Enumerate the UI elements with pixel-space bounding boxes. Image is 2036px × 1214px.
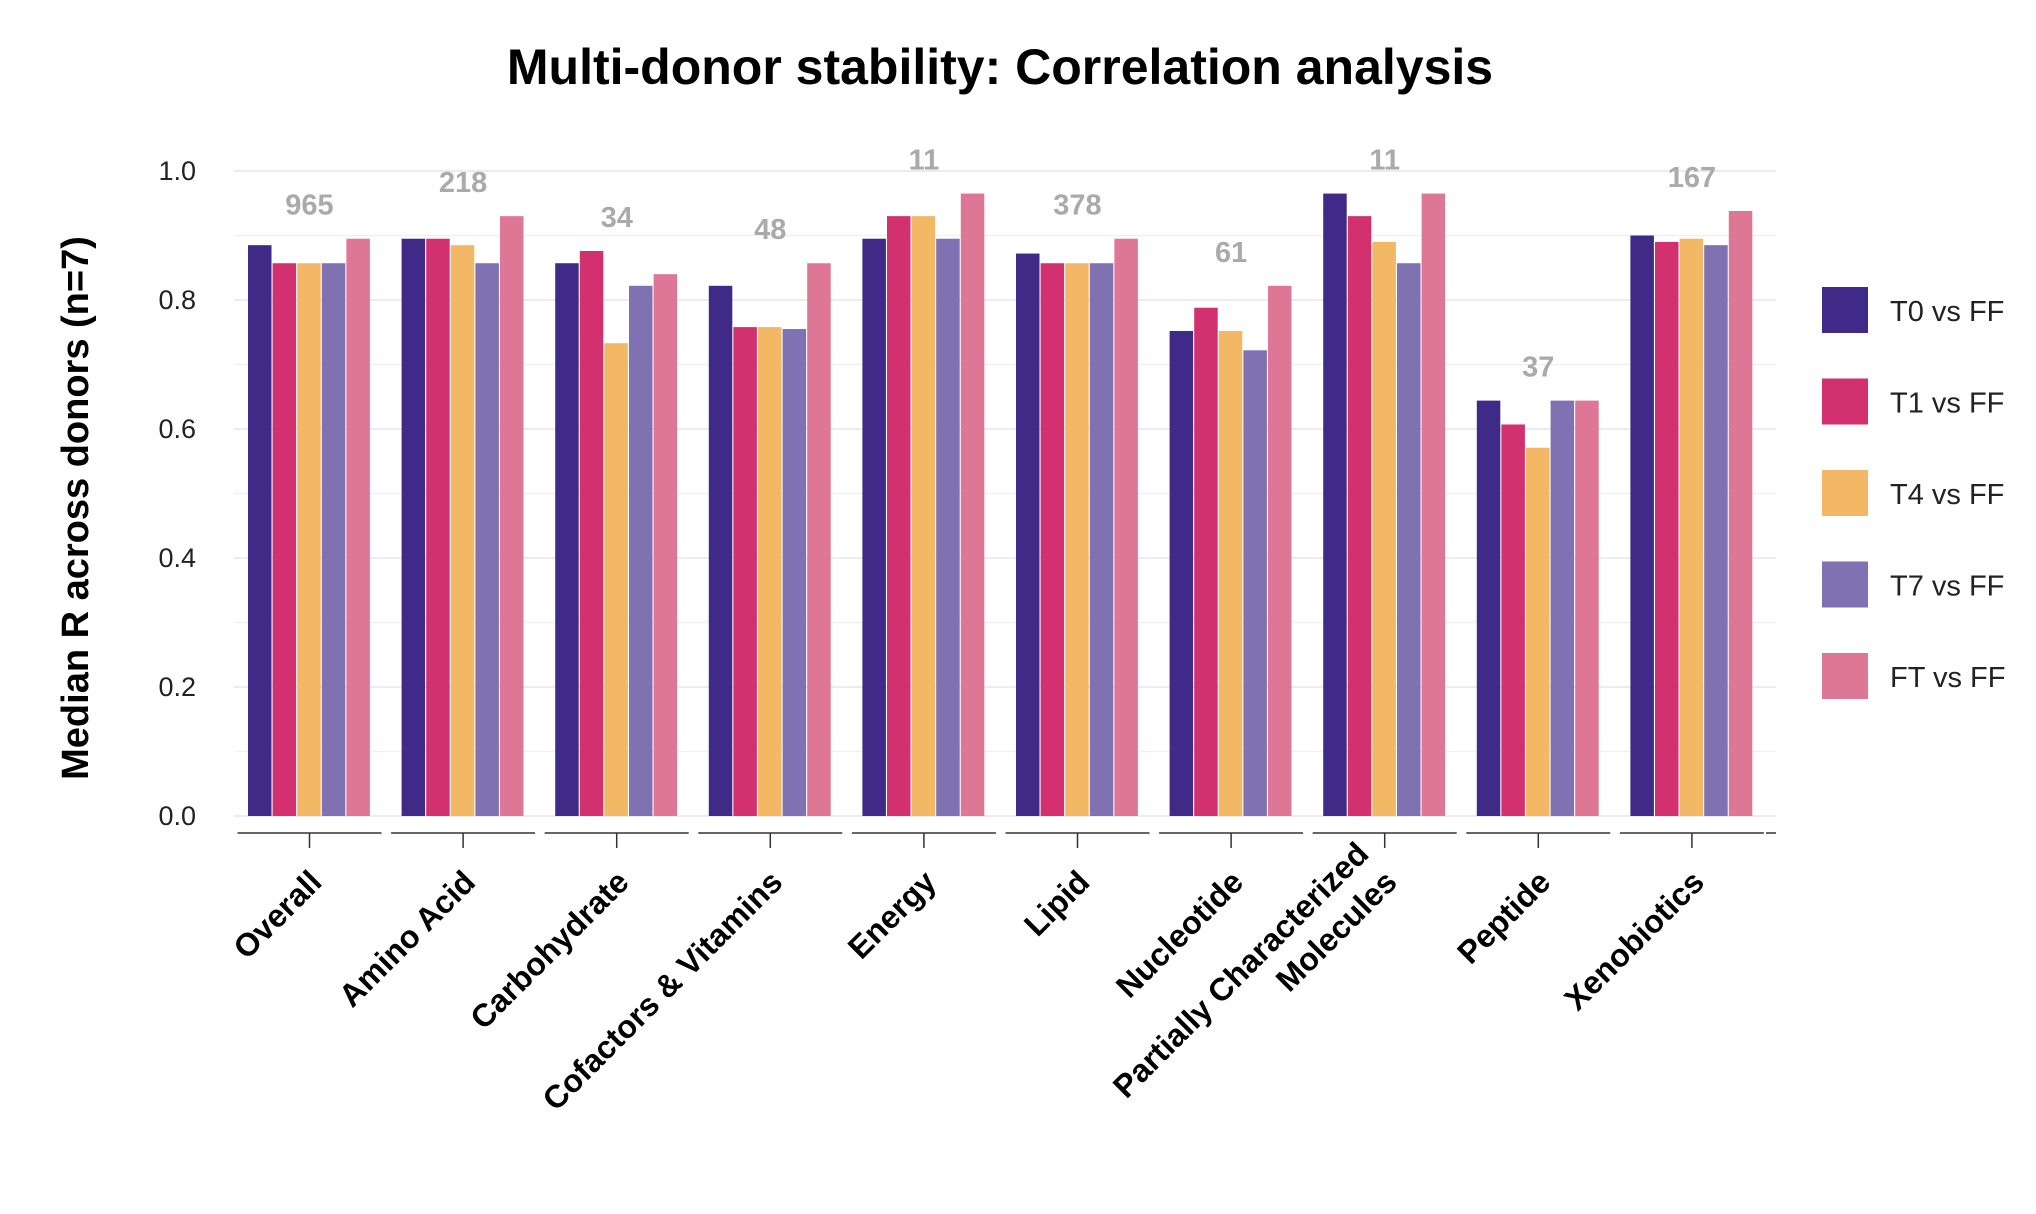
count-label: 167 (1668, 162, 1716, 194)
bar (782, 329, 807, 816)
count-label: 378 (1053, 190, 1101, 222)
bar (807, 263, 831, 816)
bar (248, 245, 272, 817)
y-axis-label: Median R across donors (n=7) (55, 236, 97, 780)
legend-label: T1 vs FF (1890, 388, 2004, 420)
bar (1630, 235, 1654, 816)
bar (1114, 238, 1138, 817)
bar (579, 250, 604, 817)
bar (936, 238, 960, 817)
bar (1397, 263, 1421, 816)
bar (1679, 238, 1704, 817)
x-tick-label: Energy (841, 863, 943, 965)
legend-swatch (1822, 470, 1868, 516)
bar (1655, 241, 1679, 816)
y-tick-label: 0.4 (158, 543, 196, 573)
bar (1550, 400, 1575, 816)
bar (475, 263, 499, 816)
bar (1372, 241, 1396, 816)
bar (1501, 424, 1525, 816)
x-axis (237, 832, 1776, 848)
bar (629, 285, 653, 816)
count-label: 218 (439, 167, 487, 199)
bar (1065, 263, 1089, 816)
bar (1243, 350, 1267, 816)
bar (1575, 400, 1599, 816)
bar (321, 263, 346, 816)
category-counts: 965 218 34 48 11 378 61 11 37 167 (285, 145, 1716, 384)
y-tick-label: 0.0 (158, 801, 196, 831)
legend-label: T7 vs FF (1890, 571, 2004, 603)
legend-label: T4 vs FF (1890, 479, 2004, 511)
bar (1194, 307, 1218, 816)
count-label: 965 (285, 190, 333, 222)
bar (1476, 400, 1501, 816)
legend-swatch (1822, 287, 1868, 333)
bar (604, 343, 628, 816)
y-tick-label: 0.6 (158, 414, 196, 444)
bar (708, 285, 733, 816)
legend-swatch (1822, 653, 1868, 699)
bar (1169, 330, 1194, 816)
legend: T0 vs FF T1 vs FF T4 vs FF T7 vs FF FT vs FF (1822, 287, 2005, 699)
x-tick-label: Xenobiotics (1557, 863, 1711, 1017)
bar (401, 238, 426, 817)
bar (1526, 447, 1550, 816)
chart-title: Multi-donor stability: Correlation analy… (507, 39, 1493, 95)
bar (758, 327, 782, 816)
bar (1704, 245, 1728, 817)
bar (1016, 253, 1040, 816)
legend-swatch (1822, 378, 1868, 425)
count-label: 11 (909, 145, 940, 177)
bar (1323, 193, 1347, 816)
count-label: 37 (1522, 352, 1554, 384)
bar (1218, 330, 1243, 816)
bar (733, 327, 757, 816)
bar (1089, 263, 1114, 816)
bar (960, 193, 985, 816)
y-axis-ticks: 0.0 0.2 0.4 0.6 0.8 1.0 (158, 156, 196, 831)
bar (346, 238, 370, 817)
bar (1728, 210, 1753, 817)
bar (272, 263, 297, 816)
x-tick-label: Peptide (1450, 863, 1557, 970)
y-tick-label: 0.8 (158, 285, 196, 315)
bar (1347, 216, 1372, 816)
bar (887, 216, 911, 816)
x-tick-label: Carbohydrate (463, 863, 636, 1036)
y-tick-label: 0.2 (158, 672, 196, 702)
bar (500, 216, 524, 816)
bar (555, 263, 579, 816)
count-label: 34 (601, 202, 633, 234)
legend-swatch (1822, 561, 1868, 608)
y-tick-label: 1.0 (158, 156, 196, 186)
bars (248, 193, 1753, 817)
bar (862, 238, 886, 817)
bar (426, 238, 450, 817)
bar (1040, 263, 1065, 816)
bar (911, 216, 936, 816)
count-label: 11 (1369, 145, 1400, 177)
count-label: 61 (1215, 237, 1247, 269)
bar (450, 245, 475, 817)
x-tick-label: Overall (226, 863, 328, 965)
bar (1421, 193, 1446, 816)
legend-label: FT vs FF (1890, 662, 2005, 694)
x-tick-label: Amino Acid (332, 863, 482, 1013)
legend-label: T0 vs FF (1890, 296, 2004, 328)
bar (297, 263, 321, 816)
bar (653, 274, 678, 816)
count-label: 48 (754, 214, 786, 246)
x-tick-label: Lipid (1017, 863, 1096, 942)
bar (1268, 285, 1292, 816)
